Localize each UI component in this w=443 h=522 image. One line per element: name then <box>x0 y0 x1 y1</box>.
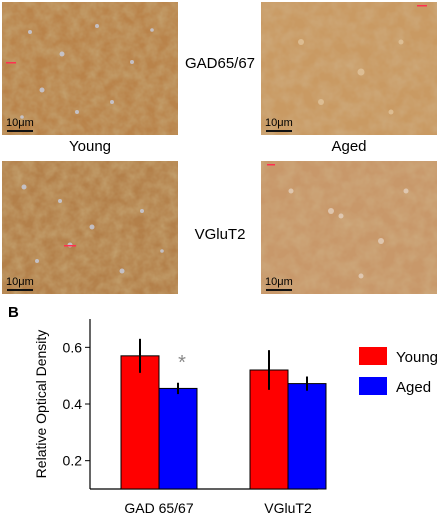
bar <box>158 387 198 490</box>
y-tick-label: 0.4 <box>63 396 83 412</box>
col-label-aged: Aged <box>331 138 367 155</box>
scale-bar <box>266 289 292 291</box>
micrograph-vglut-young: 10μm <box>2 161 178 294</box>
y-tick-label: 0.2 <box>63 453 83 469</box>
legend-label: Aged <box>396 379 431 396</box>
panel-b-letter: B <box>8 304 19 321</box>
scale-bar <box>7 289 33 291</box>
scale-label: 10μm <box>265 276 293 288</box>
x-tick-label: VGluT2 <box>264 500 312 516</box>
scale-bar <box>7 130 33 132</box>
legend-label: Young <box>396 349 438 366</box>
significance-marker: * <box>178 352 186 374</box>
micrograph-vglut-aged: 10μm <box>261 161 437 294</box>
row-label-gad: GAD65/67 <box>184 55 256 72</box>
scale-label: 10μm <box>6 276 34 288</box>
y-tick-label: 0.6 <box>63 339 83 355</box>
micrograph-texture <box>2 2 178 135</box>
bar <box>249 369 289 490</box>
legend-swatch <box>359 377 387 395</box>
row-label-vglut: VGluT2 <box>194 226 246 243</box>
scale-bar <box>266 130 292 132</box>
legend-swatch <box>359 347 387 365</box>
bar <box>120 355 160 490</box>
y-axis-label: Relative Optical Density <box>33 330 49 479</box>
micrograph-texture <box>2 161 178 294</box>
micrograph-gad-aged: 10μm <box>261 2 437 135</box>
x-tick-label: GAD 65/67 <box>124 500 193 516</box>
col-label-young: Young <box>69 138 111 155</box>
micrograph-texture <box>261 2 437 135</box>
scale-label: 10μm <box>6 117 34 129</box>
micrograph-texture <box>261 161 437 294</box>
micrograph-gad-young: 10μm <box>2 2 178 135</box>
bar <box>287 383 327 490</box>
bar-chart: 0.2 0.4 0.6 Relative Optical Density GAD 65/… <box>33 319 438 516</box>
scale-label: 10μm <box>265 117 293 129</box>
